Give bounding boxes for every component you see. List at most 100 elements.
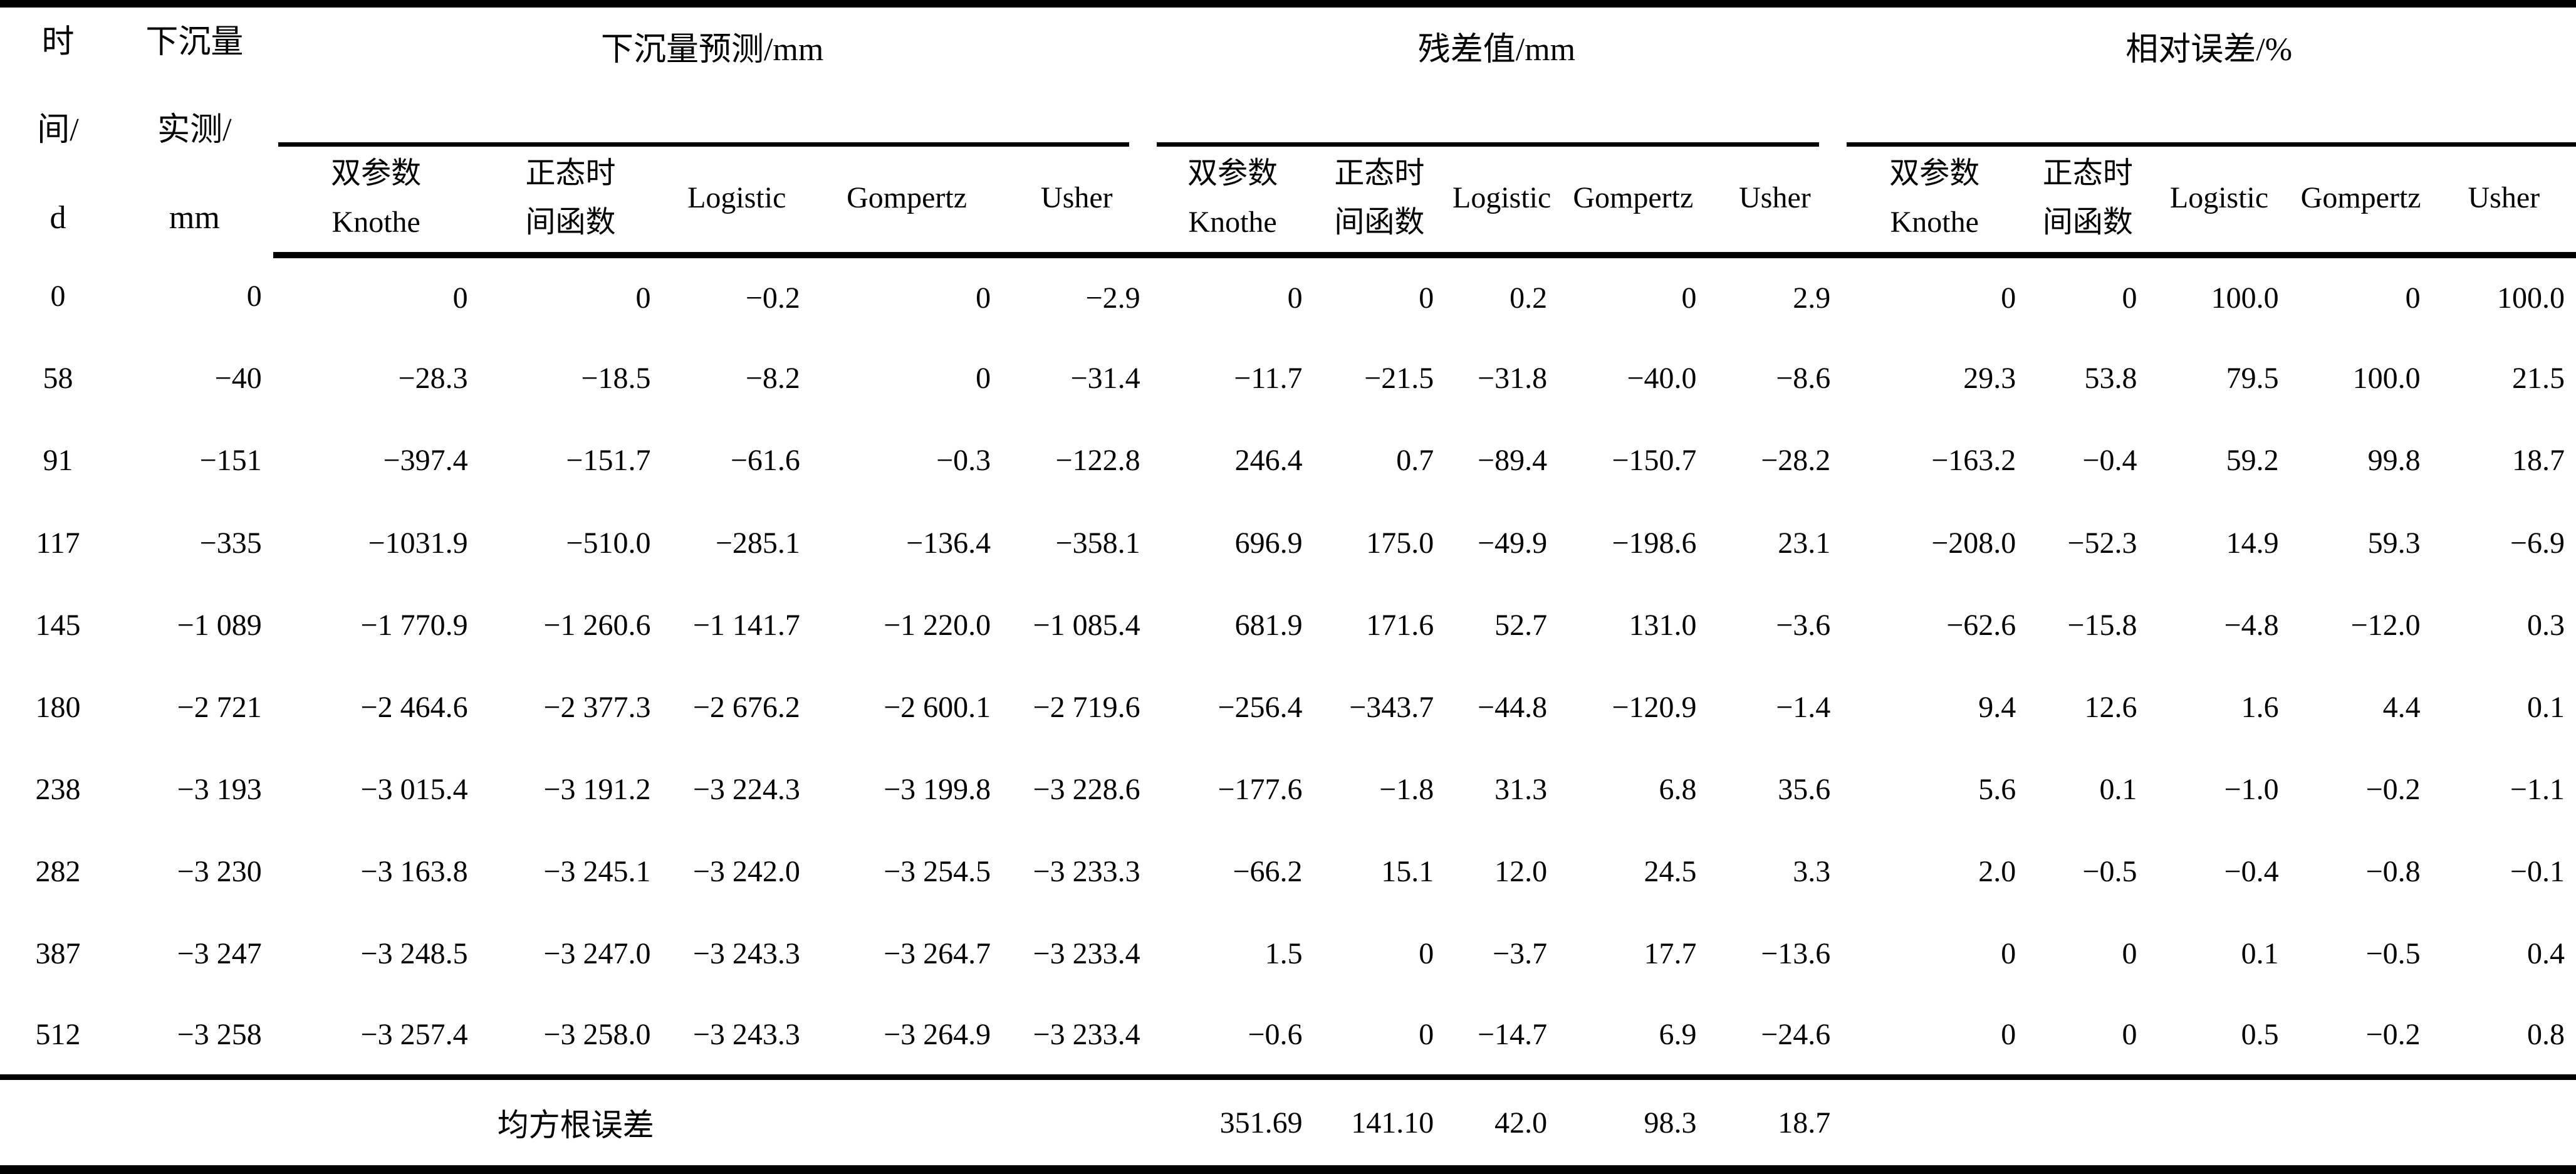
group-header-residual: 残差值/mm bbox=[1152, 4, 1842, 144]
cell-pred-logistic: −285.1 bbox=[715, 526, 800, 560]
cell-pred-normal: 0 bbox=[635, 281, 651, 315]
cell-rel-usher: 0.4 bbox=[2527, 937, 2565, 971]
cell-resid-usher: −28.2 bbox=[1761, 444, 1831, 478]
cell-rel-knothe: 5.6 bbox=[1978, 773, 2016, 807]
cell-rel-usher: 0.8 bbox=[2527, 1018, 2565, 1052]
rms-empty-cell bbox=[1842, 1074, 2576, 1170]
subheader-rel-gompertz: Gompertz bbox=[2290, 144, 2432, 258]
cell-resid-gompertz: 131.0 bbox=[1629, 608, 1697, 642]
cell-pred-logistic: −61.6 bbox=[730, 444, 800, 478]
cell-pred-gompertz: −3 254.5 bbox=[884, 855, 991, 889]
cell-rel-normal: 0 bbox=[2122, 1018, 2137, 1052]
cell-rel-gompertz: 4.4 bbox=[2382, 690, 2421, 724]
cell-resid-gompertz: 24.5 bbox=[1644, 855, 1697, 889]
cell-pred-usher: −3 233.3 bbox=[1033, 855, 1140, 889]
table-row: 91 −151 −397.4 −151.7 −61.6 −0.3 −122.8 … bbox=[0, 419, 2576, 501]
cell-pred-logistic: −1 141.7 bbox=[692, 608, 800, 642]
cell-resid-usher: 2.9 bbox=[1793, 281, 1831, 315]
cell-rel-knothe: 0 bbox=[2001, 1018, 2016, 1052]
cell-measured: −40 bbox=[214, 362, 262, 396]
cell-time: 512 bbox=[35, 1018, 81, 1052]
cell-rel-usher: 0.1 bbox=[2527, 690, 2565, 724]
subheader-resid-gompertz: Gompertz bbox=[1558, 144, 1708, 258]
cell-measured: −3 258 bbox=[177, 1018, 262, 1052]
cell-resid-normal: 175.0 bbox=[1366, 526, 1434, 560]
cell-resid-usher: −24.6 bbox=[1761, 1018, 1831, 1052]
cell-measured: −3 247 bbox=[177, 937, 262, 971]
group-header-relative-error-label: 相对误差/% bbox=[2125, 32, 2293, 68]
subheader-pred-normal-time: 正态时 间函数 bbox=[479, 144, 662, 258]
cell-pred-usher: −122.8 bbox=[1055, 444, 1140, 478]
cell-rel-logistic: −1.0 bbox=[2224, 773, 2279, 807]
cell-resid-logistic: 31.3 bbox=[1494, 773, 1548, 807]
cell-rel-knothe: −62.6 bbox=[1946, 608, 2016, 642]
cell-rel-logistic: −4.8 bbox=[2224, 608, 2279, 642]
cell-pred-logistic: −3 224.3 bbox=[692, 773, 800, 807]
cell-rel-logistic: 0.5 bbox=[2241, 1018, 2279, 1052]
cell-resid-usher: 3.3 bbox=[1793, 855, 1831, 889]
subheader-pred-logistic: Logistic bbox=[662, 144, 811, 258]
cell-pred-logistic: −3 243.3 bbox=[692, 1018, 800, 1052]
cell-resid-knothe: 681.9 bbox=[1234, 608, 1303, 642]
group-header-prediction-label: 下沉量预测/mm bbox=[600, 32, 824, 68]
table-row: 180 −2 721 −2 464.6 −2 377.3 −2 676.2 −2… bbox=[0, 666, 2576, 748]
cell-pred-knothe: −3 257.4 bbox=[360, 1018, 468, 1052]
cell-resid-gompertz: 0 bbox=[1681, 281, 1697, 315]
cell-resid-usher: −3.6 bbox=[1776, 608, 1831, 642]
cell-pred-normal: −510.0 bbox=[566, 526, 651, 560]
rms-resid-normal: 141.10 bbox=[1313, 1074, 1446, 1170]
subheader-pred-usher: Usher bbox=[1002, 144, 1152, 258]
cell-pred-gompertz: −136.4 bbox=[906, 526, 991, 560]
cell-rel-logistic: 14.9 bbox=[2226, 526, 2279, 560]
cell-rel-logistic: 100.0 bbox=[2211, 281, 2279, 315]
cell-pred-normal: −3 247.0 bbox=[543, 937, 651, 971]
cell-rel-logistic: −0.4 bbox=[2224, 855, 2279, 889]
cell-rel-knothe: −163.2 bbox=[1931, 444, 2016, 478]
cell-rel-knothe: 0 bbox=[2001, 281, 2016, 315]
cell-resid-usher: 23.1 bbox=[1778, 526, 1831, 560]
header-time-line1: 时 bbox=[41, 24, 75, 60]
cell-resid-knothe: 1.5 bbox=[1265, 937, 1303, 971]
header-group-row: 时 间/ d 下沉量 实测/ mm 下沉量预测/mm 残差值/mm 相对误差/% bbox=[0, 4, 2576, 234]
cell-resid-logistic: 12.0 bbox=[1494, 855, 1548, 889]
cell-resid-logistic: −14.7 bbox=[1478, 1018, 1548, 1052]
cell-pred-usher: −358.1 bbox=[1055, 526, 1140, 560]
cell-rel-gompertz: −0.2 bbox=[2365, 773, 2421, 807]
rms-label: 均方根误差 bbox=[0, 1074, 1152, 1170]
subheader-pred-knothe: 双参数 Knothe bbox=[273, 144, 479, 258]
cell-rel-logistic: 59.2 bbox=[2226, 444, 2279, 478]
cell-pred-knothe: −3 015.4 bbox=[360, 773, 468, 807]
cell-resid-normal: 0 bbox=[1419, 937, 1434, 971]
subheader-pred-gompertz: Gompertz bbox=[811, 144, 1003, 258]
cell-pred-usher: −3 233.4 bbox=[1033, 1018, 1140, 1052]
cell-rel-normal: 0 bbox=[2122, 937, 2137, 971]
cell-pred-normal: −151.7 bbox=[566, 444, 651, 478]
header-sub-row: 双参数 Knothe 正态时 间函数 Logistic Gompertz Usher… bbox=[0, 144, 2576, 258]
rms-resid-gompertz: 98.3 bbox=[1558, 1074, 1708, 1170]
rms-row: 均方根误差 351.69 141.10 42.0 98.3 18.7 bbox=[0, 1074, 2576, 1170]
cell-resid-normal: 0 bbox=[1419, 281, 1434, 315]
cell-resid-logistic: 52.7 bbox=[1494, 608, 1548, 642]
subheader-rel-logistic: Logistic bbox=[2148, 144, 2290, 258]
cell-pred-logistic: −3 243.3 bbox=[692, 937, 800, 971]
cell-rel-usher: −6.9 bbox=[2510, 526, 2565, 560]
cell-resid-normal: −343.7 bbox=[1349, 690, 1434, 724]
cell-rel-gompertz: −12.0 bbox=[2350, 608, 2421, 642]
cell-pred-logistic: −3 242.0 bbox=[692, 855, 800, 889]
subheader-resid-normal-time: 正态时 间函数 bbox=[1313, 144, 1446, 258]
cell-resid-logistic: −31.8 bbox=[1478, 362, 1548, 396]
cell-measured: −3 230 bbox=[177, 855, 262, 889]
cell-pred-usher: −31.4 bbox=[1070, 362, 1140, 396]
cell-rel-normal: 12.6 bbox=[2084, 690, 2137, 724]
subheader-rel-normal-time: 正态时 间函数 bbox=[2027, 144, 2149, 258]
cell-resid-gompertz: −40.0 bbox=[1627, 362, 1697, 396]
cell-pred-knothe: −3 248.5 bbox=[360, 937, 468, 971]
cell-time: 282 bbox=[35, 855, 81, 889]
cell-measured: −1 089 bbox=[177, 608, 262, 642]
cell-pred-gompertz: −0.3 bbox=[936, 444, 991, 478]
cell-resid-normal: −1.8 bbox=[1379, 773, 1434, 807]
cell-time: 58 bbox=[43, 362, 73, 396]
cell-measured: −2 721 bbox=[177, 690, 262, 724]
cell-resid-logistic: 0.2 bbox=[1510, 281, 1548, 315]
